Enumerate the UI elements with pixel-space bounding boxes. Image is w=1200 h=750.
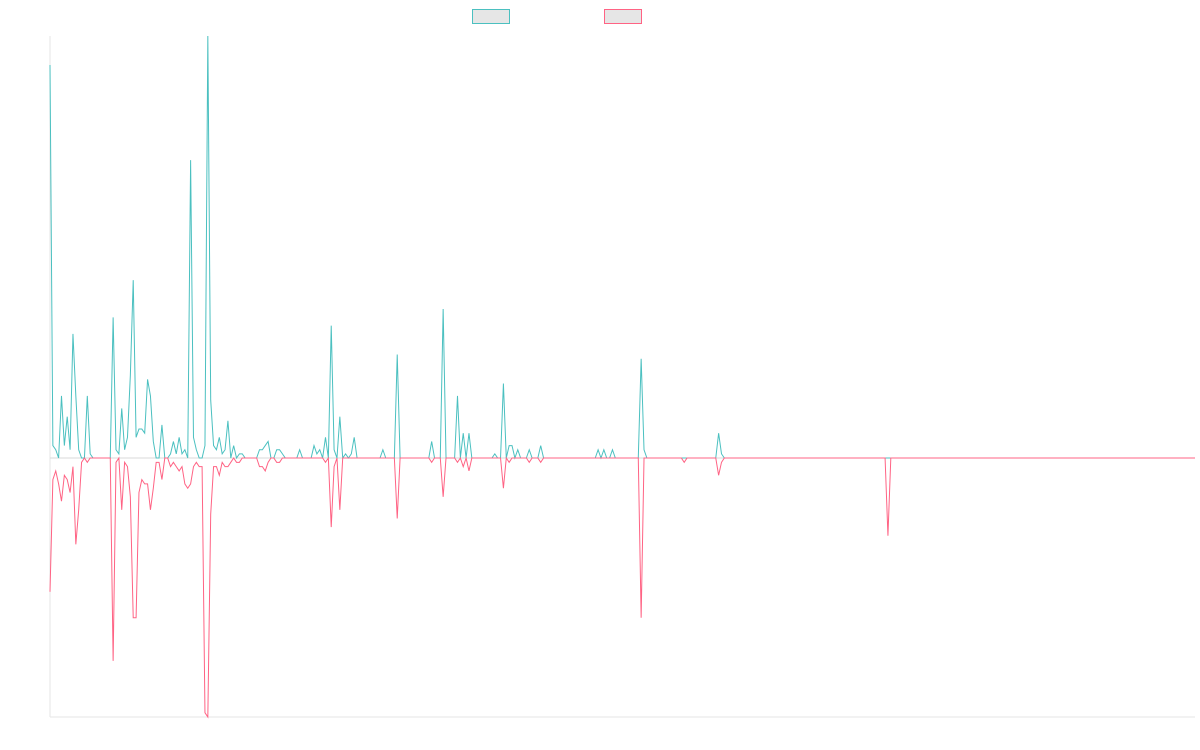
series-layer: [49, 35, 1195, 719]
legend-swatch-series-2[interactable]: [604, 9, 642, 24]
series-line-2[interactable]: [49, 456, 1195, 719]
series-line-1[interactable]: [49, 35, 1195, 460]
legend-swatch-series-1[interactable]: [472, 9, 510, 24]
